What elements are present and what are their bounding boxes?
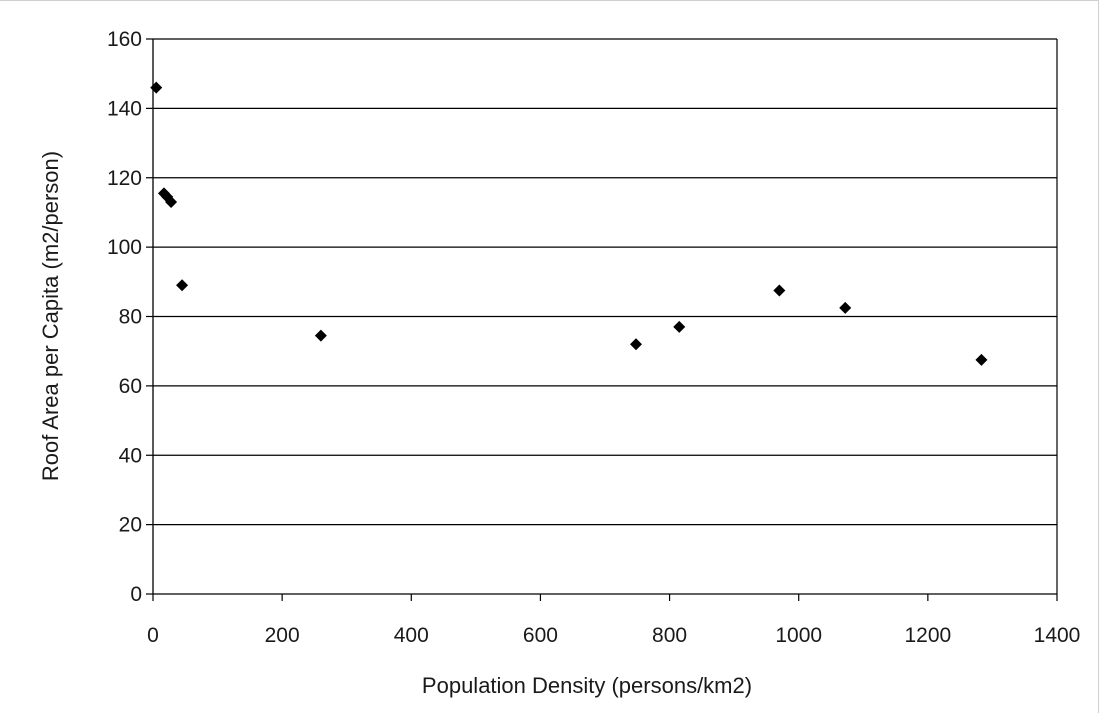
x-tick-labels: 0 200 400 600 800 1000 1200 1400 <box>147 624 1080 647</box>
y-tick-label-40: 40 <box>119 444 142 467</box>
data-point-10 <box>839 301 852 314</box>
x-tick-label-600: 600 <box>523 624 558 647</box>
x-tick-label-0: 0 <box>147 624 159 647</box>
x-tick-label-200: 200 <box>265 624 300 647</box>
data-point-1 <box>150 81 163 94</box>
data-point-7 <box>629 338 642 351</box>
y-tick-label-160: 160 <box>107 28 142 51</box>
y-tick-label-0: 0 <box>130 583 142 606</box>
data-point-5 <box>176 279 189 292</box>
y-tick-label-20: 20 <box>119 514 142 537</box>
x-tick-label-1400: 1400 <box>1034 624 1081 647</box>
grid-lines <box>153 38 1057 526</box>
y-tick-label-140: 140 <box>107 97 142 120</box>
data-point-6 <box>314 329 327 342</box>
data-point-9 <box>773 284 786 297</box>
data-point-8 <box>673 320 686 333</box>
x-axis-title: Population Density (persons/km2) <box>422 673 752 698</box>
x-tick-label-400: 400 <box>394 624 429 647</box>
axes <box>146 38 1058 601</box>
y-tick-label-100: 100 <box>107 236 142 259</box>
data-point-4 <box>165 196 178 209</box>
y-tick-labels: 0 20 40 60 80 100 120 140 160 <box>107 28 142 606</box>
x-tick-label-1200: 1200 <box>904 624 951 647</box>
y-axis-title: Roof Area per Capita (m2/person) <box>38 151 63 481</box>
y-tick-label-120: 120 <box>107 167 142 190</box>
data-points <box>150 81 988 366</box>
x-tick-label-1000: 1000 <box>775 624 822 647</box>
x-tick-label-800: 800 <box>652 624 687 647</box>
y-tick-label-60: 60 <box>119 375 142 398</box>
y-tick-label-80: 80 <box>119 306 142 329</box>
data-point-11 <box>975 353 988 366</box>
